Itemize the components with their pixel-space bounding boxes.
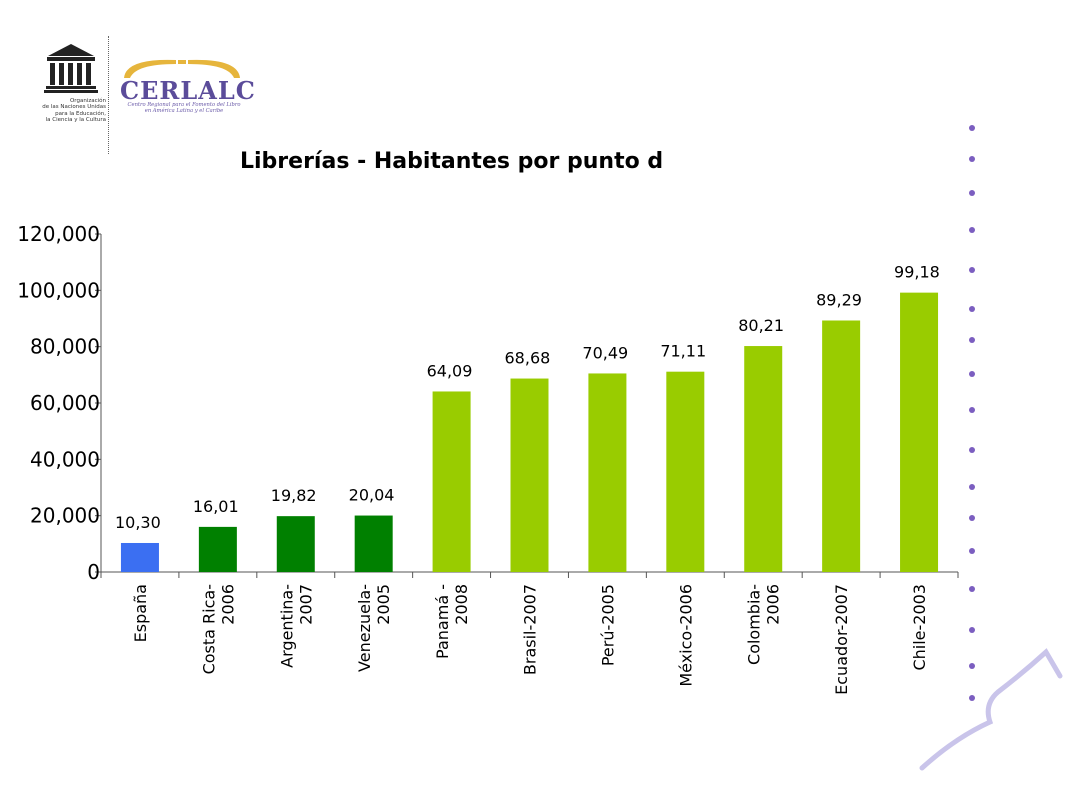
- data-label: 68,68: [505, 349, 551, 368]
- category-label-line: 2005: [374, 584, 393, 625]
- category-label: Costa Rica- 2006: [199, 584, 237, 674]
- data-label: 20,04: [349, 486, 395, 505]
- category-label-line: Ecuador-2007: [832, 584, 851, 695]
- bar: [354, 515, 393, 572]
- category-label-line: 2006: [764, 584, 783, 625]
- data-label: 80,21: [738, 316, 784, 335]
- category-label: Argentina- 2007: [277, 584, 315, 668]
- purple-dot: [969, 306, 975, 312]
- bar: [510, 378, 549, 572]
- purple-dot: [969, 663, 975, 669]
- y-tick-label: 120,000: [17, 222, 100, 246]
- y-tick-label: 80,000: [30, 335, 100, 359]
- cerlalc-name: CERLALC: [120, 76, 256, 105]
- data-label: 89,29: [816, 290, 862, 309]
- purple-dot: [969, 337, 975, 343]
- y-tick-label: 0: [87, 560, 100, 584]
- category-label-line: Panamá -: [433, 584, 452, 659]
- data-label: 99,18: [894, 263, 940, 282]
- category-label-line: Colombia-: [745, 584, 764, 665]
- cerlalc-book-icon: [124, 59, 240, 78]
- purple-dot: [969, 267, 975, 273]
- purple-dot: [969, 447, 975, 453]
- category-label: España: [131, 584, 150, 642]
- category-label-line: 2008: [452, 584, 471, 625]
- purple-dot: [969, 484, 975, 490]
- purple-dot: [969, 371, 975, 377]
- category-label-line: Brasil-2007: [521, 584, 540, 675]
- data-label: 64,09: [427, 361, 473, 380]
- bar: [822, 320, 861, 572]
- bar: [432, 391, 471, 572]
- purple-dot: [969, 407, 975, 413]
- category-label: Perú-2005: [598, 584, 617, 666]
- category-label-line: 2006: [218, 584, 237, 625]
- data-label: 16,01: [193, 497, 239, 516]
- purple-dot: [969, 627, 975, 633]
- data-label: 19,82: [271, 486, 317, 505]
- category-label: Ecuador-2007: [832, 584, 851, 695]
- bar: [276, 516, 315, 572]
- bar: [666, 371, 705, 572]
- bar: [744, 346, 783, 572]
- category-label-line: Perú-2005: [598, 584, 617, 666]
- category-label-line: Venezuela-: [355, 584, 374, 672]
- data-label: 71,11: [660, 342, 706, 361]
- purple-arc-decoration: [919, 648, 1063, 771]
- purple-dot: [969, 586, 975, 592]
- category-label: México-2006: [676, 584, 695, 687]
- y-tick-label: 40,000: [30, 447, 100, 471]
- purple-dot: [969, 125, 975, 131]
- unesco-caption: Organización de las Naciones Unidas para…: [42, 98, 106, 123]
- unesco-temple-icon: [44, 44, 98, 93]
- y-tick-label: 100,000: [17, 278, 100, 302]
- category-label: Venezuela- 2005: [355, 584, 393, 672]
- category-label-line: 2007: [296, 584, 315, 625]
- bar: [588, 373, 627, 572]
- category-label-line: Chile-2003: [910, 584, 929, 671]
- purple-dot: [969, 548, 975, 554]
- logo-divider: [108, 36, 109, 154]
- bar: [198, 526, 237, 572]
- category-label-line: España: [131, 584, 150, 642]
- purple-dot: [969, 515, 975, 521]
- purple-dot: [969, 227, 975, 233]
- bar: [900, 292, 939, 572]
- data-label: 70,49: [582, 343, 628, 362]
- category-label: Brasil-2007: [521, 584, 540, 675]
- category-label: Chile-2003: [910, 584, 929, 671]
- category-label: Panamá -2008: [433, 584, 471, 659]
- category-label-line: Argentina-: [277, 584, 296, 668]
- bar: [120, 542, 159, 572]
- cerlalc-subtitle: Centro Regional para el Fomento del Libr…: [127, 102, 241, 115]
- purple-dot: [969, 190, 975, 196]
- chart-title: Librerías - Habitantes por punto d: [240, 149, 664, 174]
- logo-area: Organización de las Naciones Unidas para…: [20, 30, 260, 155]
- y-tick-label: 20,000: [30, 504, 100, 528]
- category-label: Colombia- 2006: [745, 584, 783, 665]
- purple-dot: [969, 695, 975, 701]
- data-label: 10,30: [115, 513, 161, 532]
- category-label-line: Costa Rica-: [199, 584, 218, 674]
- purple-dot-column: [969, 125, 975, 701]
- y-tick-label: 60,000: [30, 391, 100, 415]
- purple-dot: [969, 156, 975, 162]
- category-label-line: México-2006: [676, 584, 695, 687]
